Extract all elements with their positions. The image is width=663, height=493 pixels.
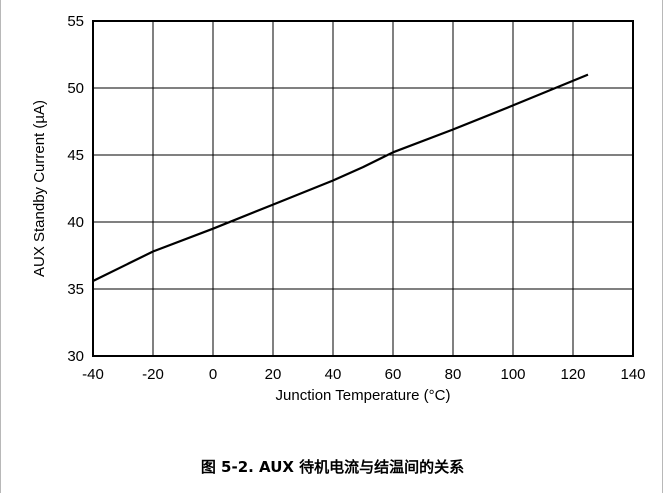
x-axis-ticks: -40 -20 0 20 40 60 80 100 120 140 [82,366,645,383]
gridlines [93,21,633,356]
y-tick-label: 55 [67,13,84,30]
y-tick-label: 50 [67,80,84,97]
y-tick-label: 35 [67,281,84,298]
y-axis-title: AUX Standby Current (µA) [31,100,48,277]
figure-caption: 图 5-2. AUX 待机电流与结温间的关系 [200,458,465,476]
x-tick-label: 120 [560,366,585,383]
series-line-0 [92,73,589,282]
x-tick-label: 20 [265,366,282,383]
x-tick-label: 40 [325,366,342,383]
y-tick-label: 45 [67,147,84,164]
line-chart: -40 -20 0 20 40 60 80 100 120 140 30 35 40 45 50 55 Ju… [31,13,646,404]
x-tick-label: -20 [142,366,164,383]
series-lines [92,73,589,282]
plot-area-border [92,20,634,357]
x-tick-label: 60 [385,366,402,383]
x-tick-label: 0 [209,366,217,383]
x-tick-label: 100 [500,366,525,383]
x-axis-title: Junction Temperature (°C) [276,387,451,404]
y-axis-ticks: 30 35 40 45 50 55 [67,13,84,365]
y-tick-label: 40 [67,214,84,231]
x-tick-label: 140 [620,366,645,383]
y-tick-label: 30 [67,348,84,365]
x-tick-label: 80 [445,366,462,383]
x-tick-label: -40 [82,366,104,383]
